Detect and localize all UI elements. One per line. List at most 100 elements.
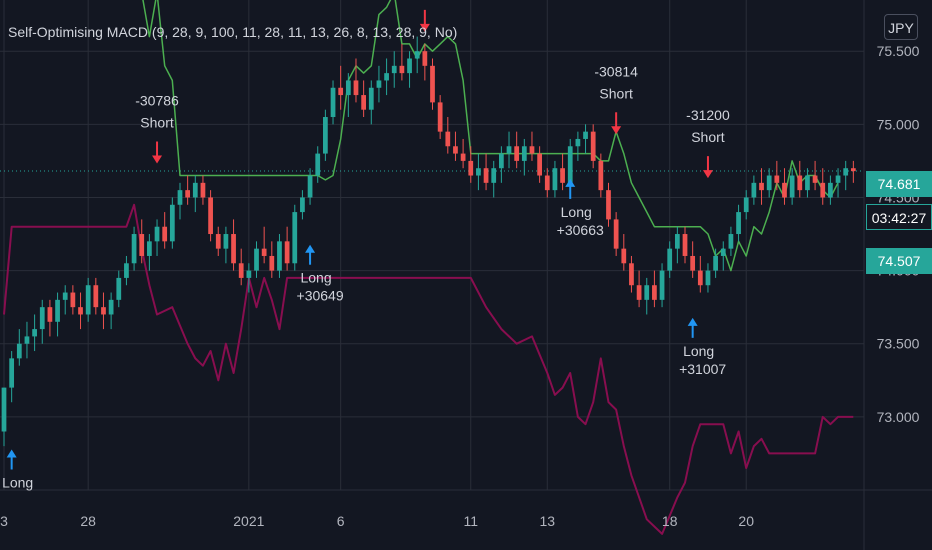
candle-body: [843, 168, 849, 176]
candle-body: [820, 182, 826, 198]
candle: [78, 292, 83, 330]
candle: [353, 58, 359, 103]
long-profit-label: +30649: [297, 288, 344, 304]
short-label: Short: [691, 129, 725, 145]
candle: [506, 131, 512, 169]
candle-body: [116, 277, 122, 300]
candle-body: [185, 190, 191, 198]
candle: [476, 153, 481, 191]
candle: [223, 226, 229, 264]
time-tick-label: 6: [337, 513, 345, 529]
currency-button[interactable]: JPY: [884, 14, 918, 40]
candle-body: [460, 153, 466, 161]
candle: [1, 387, 7, 447]
candle-body: [238, 263, 244, 278]
candle: [238, 248, 244, 286]
candle-body: [835, 175, 841, 183]
time-tick-label: 11: [463, 513, 478, 529]
candle: [70, 285, 76, 315]
candle: [644, 277, 650, 315]
candle: [376, 65, 382, 103]
candle: [606, 182, 611, 227]
time-tick-label: 20: [738, 513, 754, 529]
candle-body: [399, 65, 405, 74]
candle-body: [537, 153, 542, 176]
candle-body: [391, 65, 397, 74]
candle: [544, 168, 550, 198]
candle-body: [498, 153, 504, 169]
candle: [39, 299, 45, 344]
candle-body: [192, 182, 198, 198]
indicator-title[interactable]: Self-Optimising MACD (9, 28, 9, 100, 11,…: [8, 24, 458, 40]
candle: [590, 124, 596, 169]
candle: [16, 329, 22, 366]
candle: [797, 160, 803, 198]
candle: [697, 255, 703, 293]
candle-body: [47, 307, 53, 322]
short-arrow-head: [702, 170, 713, 179]
candle-body: [277, 241, 282, 271]
candle: [828, 175, 833, 205]
candle: [850, 160, 856, 183]
candle-body: [345, 80, 351, 96]
candle-body: [269, 255, 275, 271]
long-label: Long: [2, 474, 33, 490]
candle-body: [713, 255, 718, 271]
candle: [583, 124, 588, 154]
candle-body: [453, 146, 458, 154]
candle-body: [468, 160, 474, 176]
candle-body: [131, 234, 137, 264]
candle-body: [590, 131, 596, 161]
candle-body: [177, 190, 183, 205]
candle: [529, 131, 535, 161]
candle-body: [613, 219, 619, 249]
candle: [177, 182, 183, 220]
candle-body: [797, 175, 803, 191]
candle-body: [567, 146, 573, 183]
candle-body: [307, 175, 313, 198]
candle-body: [476, 168, 481, 176]
candle: [292, 204, 298, 271]
candle: [231, 219, 236, 271]
candle: [652, 270, 657, 308]
candle-body: [743, 197, 749, 213]
time-axis: 3 28 2021 6 11 13 18 20: [0, 513, 754, 529]
candle: [399, 43, 405, 81]
candle-body: [338, 87, 344, 96]
candle: [736, 204, 741, 242]
candle-body: [246, 270, 252, 278]
candle-body: [529, 146, 535, 154]
signals: Long Long +30649 Long +30663 Long +31007 Short -…: [2, 9, 730, 490]
candle: [774, 160, 780, 191]
candle: [215, 226, 221, 256]
candle: [124, 255, 129, 286]
candle: [560, 153, 565, 191]
candle-body: [254, 248, 259, 271]
candle-body: [169, 204, 175, 242]
candle: [674, 226, 680, 264]
candle: [269, 241, 275, 278]
candle: [514, 131, 520, 169]
candle-body: [850, 168, 856, 172]
candle: [843, 160, 849, 191]
candle-body: [414, 51, 420, 59]
time-tick-label: 28: [80, 513, 96, 529]
candle-body: [208, 197, 213, 235]
candle-body: [521, 146, 527, 161]
candle: [384, 58, 389, 96]
candle-body: [667, 248, 673, 271]
candle: [805, 168, 810, 198]
candle: [55, 292, 60, 337]
candle-body: [376, 80, 382, 88]
candle-body: [789, 175, 795, 198]
candle-body: [323, 117, 328, 154]
candle: [323, 109, 328, 161]
candle-body: [652, 285, 657, 300]
candle-body: [552, 168, 558, 191]
candle: [621, 234, 627, 271]
candle-body: [751, 182, 757, 198]
candle-body: [330, 87, 336, 118]
candle-body: [437, 102, 443, 132]
candle-body: [93, 285, 99, 308]
